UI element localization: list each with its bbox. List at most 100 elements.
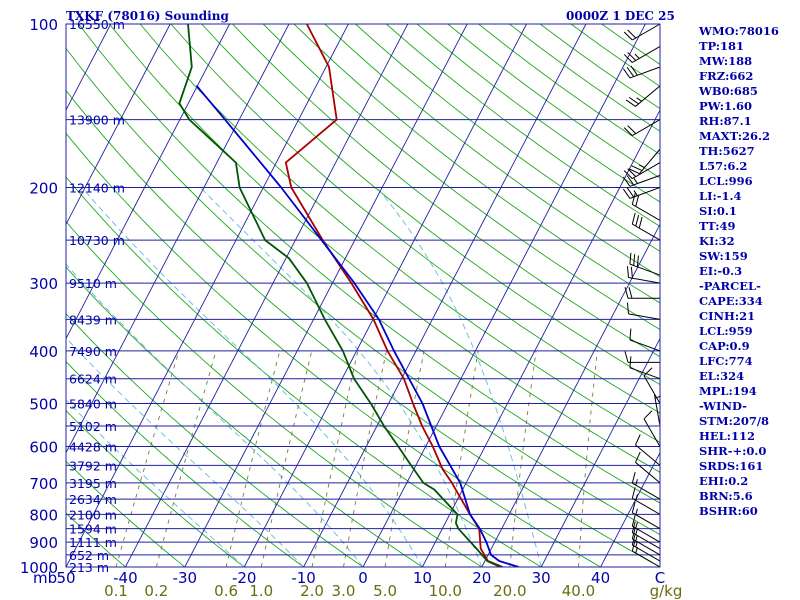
series-point-dewpoint	[456, 513, 459, 515]
wind-barb-halfbarb	[635, 522, 638, 529]
isotherm	[66, 24, 349, 567]
wind-barb	[631, 193, 661, 221]
series-point-temperature	[386, 350, 389, 352]
height-label-800: 2100 m	[69, 507, 117, 522]
wind-barb-feather	[623, 127, 633, 136]
series-point-dewpoint	[410, 464, 412, 467]
wind-barb-feather	[627, 29, 637, 39]
wind-barb-feather	[627, 52, 637, 61]
index-item: WB0:685	[699, 84, 758, 98]
wind-barb-feather	[626, 302, 629, 314]
mixing-ratio-line	[384, 350, 425, 567]
series-point-dewpoint	[239, 186, 241, 189]
isotherm	[481, 223, 660, 567]
wind-barb-shaft	[632, 538, 661, 556]
height-label-650: 3792 m	[69, 458, 117, 473]
series-point-dewpoint	[178, 102, 180, 104]
wind-barb-feather	[631, 472, 636, 484]
wind-barb-feather	[629, 328, 632, 341]
wind-barb	[624, 287, 660, 299]
height-label-500: 5840 m	[69, 397, 117, 412]
wind-barb-halfbarb	[635, 528, 638, 535]
wind-barb	[625, 85, 661, 107]
wind-barb	[629, 328, 661, 352]
wind-barb-feather	[626, 187, 635, 198]
series-point-dewpoint	[383, 425, 385, 427]
wind-barb	[631, 515, 661, 543]
wind-barb-feather	[626, 266, 629, 278]
wind-barb-feather	[635, 195, 640, 207]
series-point-parcel	[421, 402, 424, 405]
series-point-parcel	[196, 85, 198, 87]
height-label-600: 4428 m	[69, 440, 117, 455]
mixing-ratio-label-3: 1.0	[249, 582, 273, 600]
wind-barb-shaft	[632, 550, 661, 568]
series-point-parcel	[479, 528, 481, 530]
wind-barb-shaft	[632, 203, 661, 221]
wind-barb-feather	[635, 434, 641, 446]
wind-barb-feather	[629, 252, 632, 265]
series-point-parcel	[459, 482, 461, 484]
index-item: WMO:78016	[699, 24, 779, 38]
isotherm	[125, 24, 409, 567]
series-point-temperature	[403, 378, 405, 380]
mixing-ratio-line	[311, 350, 359, 567]
pressure-label-100: 100	[29, 16, 58, 34]
wind-barb	[622, 65, 661, 79]
series-point-temperature	[412, 402, 414, 405]
wind-barb-shaft	[632, 162, 661, 180]
series-point-temperature	[451, 482, 453, 484]
isotherm	[66, 24, 230, 340]
mixing-ratio-label-2: 0.6	[214, 582, 238, 600]
temp-tick-5: 0	[358, 569, 368, 587]
wind-barb-halfbarb	[638, 164, 645, 168]
mixing-ratio-line	[155, 350, 217, 567]
moist-adiabat	[200, 187, 483, 567]
height-label-850: 1594 m	[69, 522, 117, 537]
wind-barb-feather	[627, 168, 637, 177]
wind-barb-feather	[628, 96, 639, 105]
wind-barb-feather	[623, 170, 633, 179]
wind-barb-feather	[635, 451, 641, 463]
wind-barb-feather	[643, 367, 653, 377]
mb-unit-label: mb	[33, 569, 57, 587]
index-item: EI:-0.3	[699, 264, 743, 278]
wind-barb-feather	[631, 193, 636, 205]
height-label-100: 16550 m	[69, 17, 125, 32]
temp-tick-6: 10	[413, 569, 432, 587]
index-item: RH:87.1	[699, 114, 752, 128]
temp-tick-1: -40	[113, 569, 138, 587]
moist-adiabat	[81, 187, 423, 567]
wind-barb-shaft	[632, 119, 661, 137]
wind-barb-feather	[626, 66, 635, 77]
chart-title: TXKF (78016) Sounding	[66, 9, 229, 23]
series-point-dewpoint	[264, 239, 266, 241]
wind-barb	[629, 252, 661, 276]
series-point-parcel	[490, 554, 492, 556]
wind-barb-feather	[638, 216, 643, 229]
series-point-dewpoint	[457, 528, 459, 530]
series-parcel	[196, 85, 519, 567]
series-point-dewpoint	[397, 445, 399, 448]
pressure-label-1000: 1000	[20, 559, 58, 577]
dry-adiabat	[0, 24, 7, 567]
temp-tick-3: -20	[232, 569, 257, 587]
isotherm	[303, 24, 587, 567]
wind-barb-shaft	[632, 23, 661, 41]
isotherm	[243, 24, 527, 567]
series-temperature	[284, 24, 503, 567]
wind-barb	[624, 351, 660, 363]
moist-adiabat	[66, 399, 245, 567]
index-item: MW:188	[699, 54, 753, 68]
height-label-400: 7490 m	[69, 344, 117, 359]
wind-barb-shaft	[628, 313, 661, 320]
height-label-300: 9510 m	[69, 276, 117, 291]
height-label-1000: 213 m	[69, 560, 109, 575]
wind-barb	[631, 212, 661, 241]
isotherm	[362, 24, 646, 567]
series-point-parcel	[320, 239, 323, 241]
wind-barb-halfbarb	[635, 494, 638, 501]
wind-barb-feather	[626, 175, 635, 186]
